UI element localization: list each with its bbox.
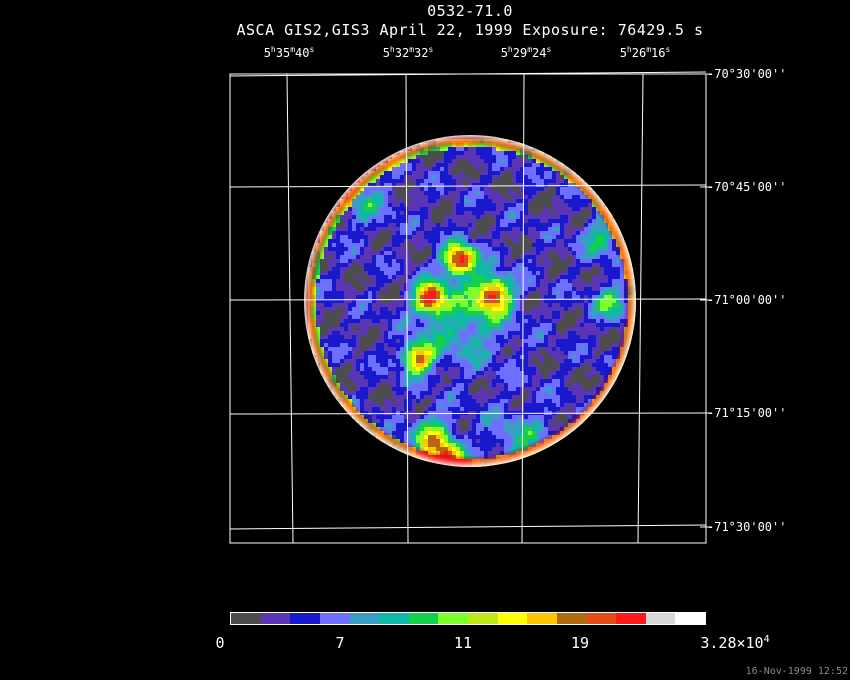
colorbar-swatch [379, 613, 409, 624]
dec-grid-line [229, 298, 707, 301]
dec-grid-line [229, 412, 707, 415]
colorbar-swatch [586, 613, 617, 624]
colorbar-swatch [616, 613, 646, 624]
dec-grid-line [229, 524, 707, 530]
colorbar-swatch [675, 613, 705, 624]
ra-label: 5h26m16s [619, 45, 671, 60]
colorbar-swatch [497, 613, 528, 624]
colorbar-swatch [408, 613, 439, 624]
ra-label: 5h35m40s [263, 45, 315, 60]
dec-grid-line [229, 184, 707, 188]
colorbar [230, 612, 706, 625]
colorbar-tick-label: 7 [335, 634, 345, 652]
dec-label: -70°45'00'' [707, 180, 787, 194]
image-subtitle: ASCA GIS2,GIS3 April 22, 1999 Exposure: … [236, 21, 704, 39]
timestamp: 16-Nov-1999 12:52 [745, 666, 848, 677]
image-title: 0532-71.0 [427, 2, 513, 20]
colorbar-swatch [438, 613, 468, 624]
colorbar-swatch [319, 613, 350, 624]
ra-label: 5h32m32s [382, 45, 434, 60]
colorbar-swatch [349, 613, 380, 624]
colorbar-tick-label: 3.28×104 [700, 634, 770, 652]
coordinate-grid [229, 71, 712, 544]
dec-label: -70°30'00'' [707, 67, 787, 81]
ra-grid-line [405, 73, 409, 544]
colorbar-swatch [260, 613, 291, 624]
colorbar-swatch [645, 613, 676, 624]
detector-rim [304, 135, 636, 467]
colorbar-swatch [556, 613, 587, 624]
colorbar-swatch [231, 613, 261, 624]
colorbar-tick-label: 19 [570, 634, 590, 652]
colorbar-swatch [290, 613, 320, 624]
ra-grid-line [286, 73, 294, 544]
ra-label: 5h29m24s [500, 45, 552, 60]
dec-label: -71°00'00'' [707, 293, 787, 307]
dec-label: -71°30'00'' [707, 520, 787, 534]
colorbar-swatch [527, 613, 557, 624]
colorbar-tick-label: 0 [215, 634, 225, 652]
dec-label: -71°15'00'' [707, 406, 787, 420]
ra-grid-line [521, 73, 525, 544]
ra-grid-line [637, 73, 644, 544]
colorbar-swatch [468, 613, 498, 624]
dec-grid-line [229, 71, 707, 77]
colorbar-tick-label: 11 [453, 634, 473, 652]
